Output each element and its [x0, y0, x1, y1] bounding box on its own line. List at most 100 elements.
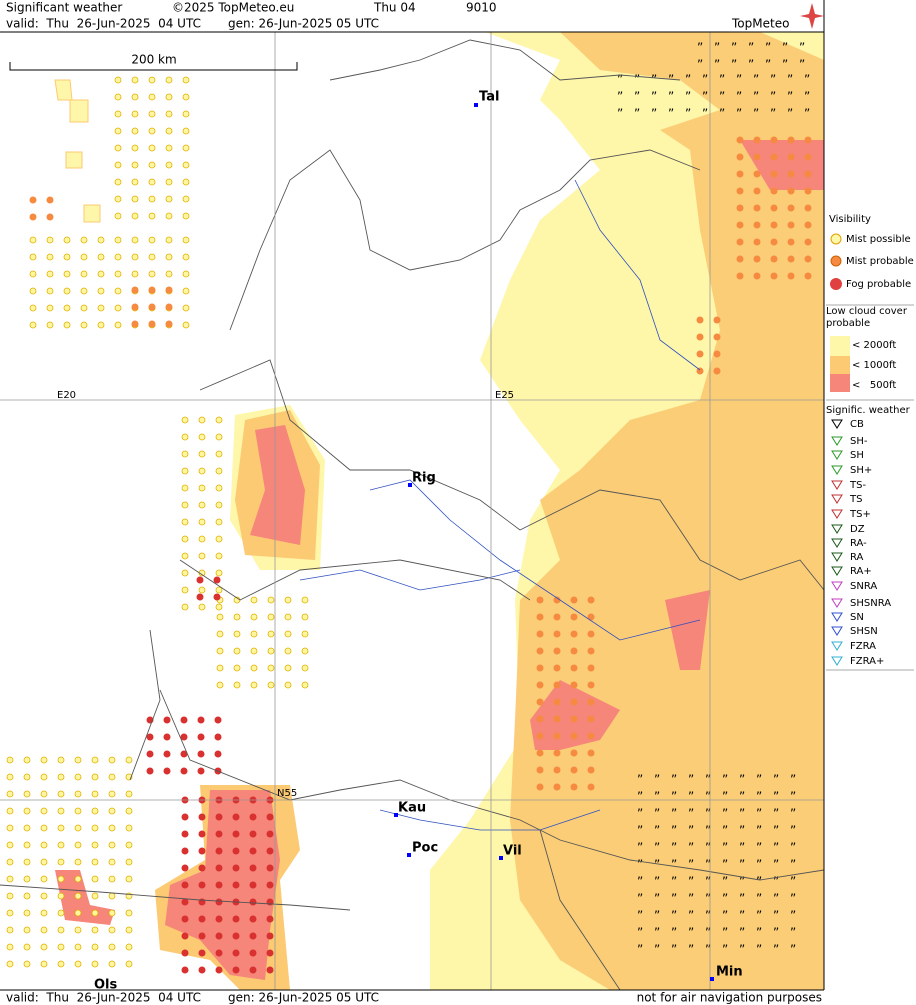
legend-item: DZ [850, 524, 865, 535]
mist-symbol [114, 93, 122, 101]
drizzle-symbol: ” [688, 892, 694, 906]
drizzle-symbol: ” [804, 107, 810, 121]
city-label: Min [716, 965, 743, 980]
mist-symbol [23, 841, 31, 849]
mist-probable-symbol [570, 596, 578, 604]
mist-symbol [165, 93, 173, 101]
mist-symbol [148, 253, 156, 261]
fog-symbol [198, 932, 206, 940]
mist-probable-symbol [536, 647, 544, 655]
drizzle-symbol: ” [705, 790, 711, 804]
drizzle-symbol: ” [637, 858, 643, 872]
fog-symbol [249, 864, 257, 872]
mist-symbol [182, 321, 190, 329]
mist-symbol [46, 236, 54, 244]
mist-probable-symbol [787, 153, 795, 161]
legend-item: RA- [850, 538, 867, 549]
mist-symbol [108, 773, 116, 781]
mist-symbol [182, 93, 190, 101]
weather-icon [831, 538, 843, 548]
fog-symbol [181, 830, 189, 838]
drizzle-symbol: ” [756, 790, 762, 804]
drizzle-symbol: ” [739, 841, 745, 855]
mist-symbol [74, 926, 82, 934]
mist-probable-symbol [804, 136, 812, 144]
mist-symbol [57, 892, 65, 900]
drizzle-symbol: ” [739, 892, 745, 906]
mist-symbol [148, 93, 156, 101]
mist-symbol [91, 875, 99, 883]
mist-probable-symbol [570, 783, 578, 791]
mist-symbol [91, 858, 99, 866]
mist-symbol [23, 807, 31, 815]
city-label: Vil [503, 844, 522, 859]
drizzle-symbol: ” [671, 773, 677, 787]
mist-probable-symbol [536, 596, 544, 604]
fog-symbol [214, 750, 222, 758]
drizzle-symbol: ” [770, 90, 776, 104]
mist-probable-symbol [570, 766, 578, 774]
mist-symbol [74, 909, 82, 917]
mist-symbol [182, 236, 190, 244]
mist-probable-symbol [587, 664, 595, 672]
mist-symbol [57, 824, 65, 832]
drizzle-symbol: ” [756, 807, 762, 821]
mist-symbol [267, 613, 275, 621]
mist-symbol [181, 416, 189, 424]
drizzle-symbol: ” [739, 790, 745, 804]
mist-probable-symbol [696, 350, 704, 358]
drizzle-symbol: ” [637, 807, 643, 821]
fog-symbol [266, 830, 274, 838]
mist-probable-symbol [770, 187, 778, 195]
drizzle-symbol: ” [753, 107, 759, 121]
mist-symbol [57, 756, 65, 764]
drizzle-symbol: ” [773, 807, 779, 821]
mist-probable-symbol [553, 766, 561, 774]
mist-symbol [6, 807, 14, 815]
mist-symbol [108, 858, 116, 866]
mist-symbol [198, 467, 206, 475]
fog-symbol [181, 949, 189, 957]
mist-symbol [181, 535, 189, 543]
drizzle-symbol: ” [654, 926, 660, 940]
drizzle-symbol: ” [787, 90, 793, 104]
mist-symbol [114, 76, 122, 84]
mist-symbol [74, 960, 82, 968]
fog-symbol [180, 733, 188, 741]
mist-probable-symbol [165, 286, 173, 294]
fog-symbol [232, 949, 240, 957]
mist-symbol [23, 773, 31, 781]
drizzle-symbol: ” [799, 58, 805, 72]
fog-symbol [215, 949, 223, 957]
mist-symbol [97, 304, 105, 312]
mist-symbol [267, 596, 275, 604]
drizzle-symbol: ” [790, 943, 796, 957]
mist-probable-symbol [536, 749, 544, 757]
fog-symbol [197, 767, 205, 775]
drizzle-symbol: ” [685, 73, 691, 87]
mist-probable-symbol [713, 333, 721, 341]
drizzle-symbol: ” [739, 909, 745, 923]
mist-symbol [6, 926, 14, 934]
mist-probable-symbol [570, 715, 578, 723]
weather-icon [831, 480, 843, 490]
mist-symbol [125, 807, 133, 815]
mist-symbol [23, 926, 31, 934]
mist-symbol [91, 960, 99, 968]
mist-symbol [250, 647, 258, 655]
mist-symbol [181, 552, 189, 560]
mist-symbol [250, 664, 258, 672]
drizzle-symbol: ” [719, 107, 725, 121]
drizzle-symbol: ” [705, 807, 711, 821]
mist-symbol [6, 943, 14, 951]
legend-item: Fog probable [846, 279, 911, 290]
mist-symbol [233, 681, 241, 689]
drizzle-symbol: ” [705, 773, 711, 787]
mist-symbol [181, 433, 189, 441]
city-label: Rig [412, 471, 436, 486]
drizzle-symbol: ” [739, 943, 745, 957]
fog-symbol [266, 915, 274, 923]
drizzle-symbol: ” [722, 773, 728, 787]
weather-icon [831, 419, 843, 429]
mist-probable-symbol [536, 613, 544, 621]
